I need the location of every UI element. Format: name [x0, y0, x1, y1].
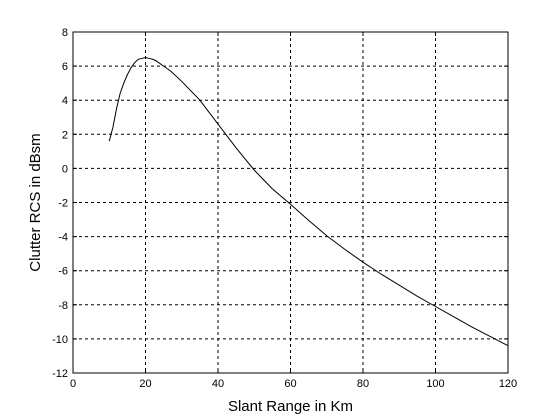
x-tick-label: 20	[139, 378, 151, 390]
x-tick-label: 40	[212, 378, 224, 390]
y-tick-label: -2	[58, 198, 68, 210]
y-tick-label: -8	[58, 300, 68, 312]
y-tick-label: 0	[62, 163, 68, 175]
x-tick-label: 100	[426, 378, 444, 390]
x-tick-label: 0	[70, 378, 76, 390]
y-tick-label: -6	[58, 266, 68, 278]
x-axis-title: Slant Range in Km	[228, 398, 353, 415]
x-tick-label: 60	[284, 378, 296, 390]
y-tick-label: -12	[52, 368, 68, 380]
y-tick-label: 6	[62, 61, 68, 73]
x-tick-label: 80	[357, 378, 369, 390]
x-tick-label: 120	[499, 378, 517, 390]
y-tick-label: -10	[52, 334, 68, 346]
series-line	[108, 57, 509, 347]
grid	[73, 32, 508, 373]
y-tick-label: 8	[62, 27, 68, 39]
y-axis-title: Clutter RCS in dBsm	[27, 133, 44, 271]
ticks	[72, 31, 509, 374]
y-tick-label: 4	[62, 95, 68, 107]
series-layer	[108, 57, 509, 347]
y-tick-label: -4	[58, 232, 68, 244]
y-tick-label: 2	[62, 129, 68, 141]
